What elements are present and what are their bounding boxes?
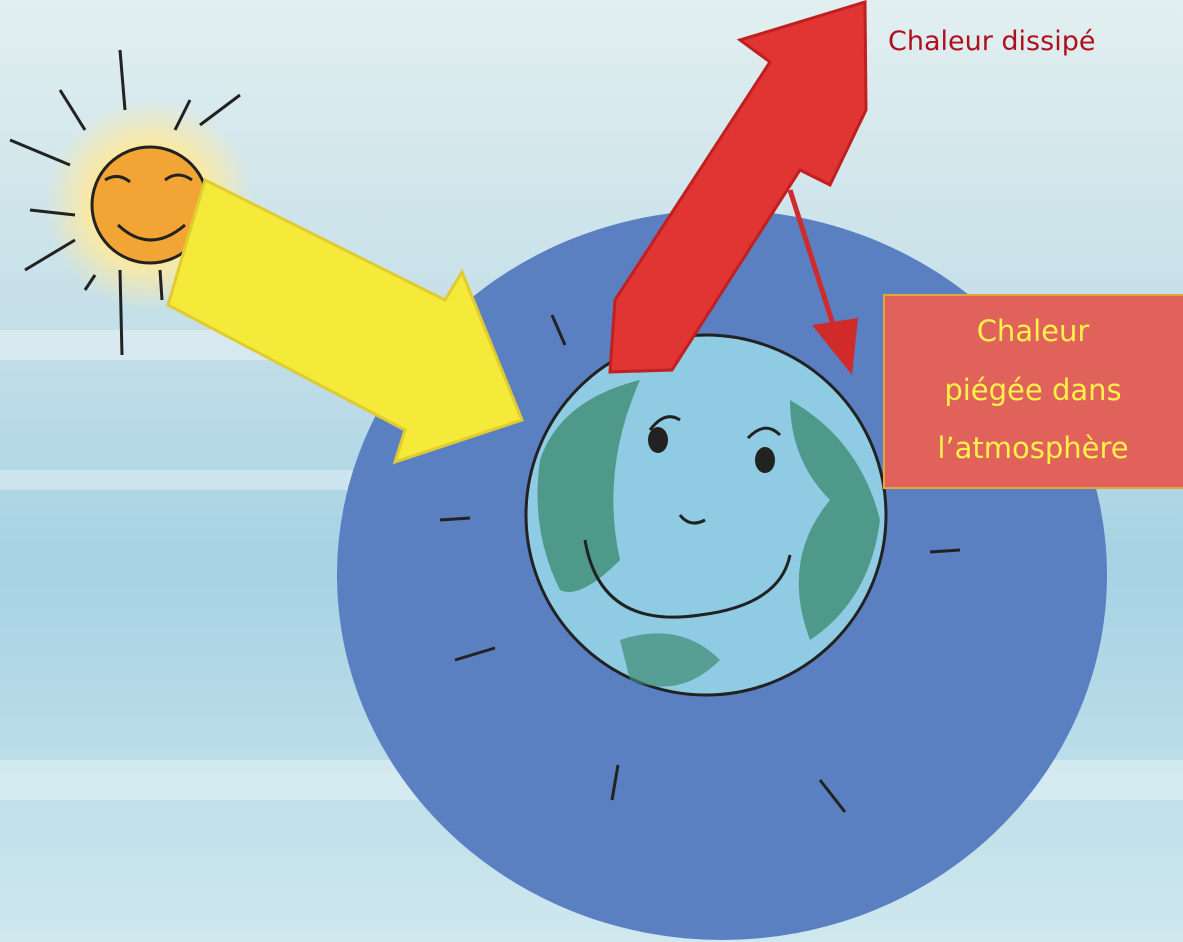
- trapped-heat-label: Chaleur: [977, 314, 1090, 348]
- trapped-heat-label: l’atmosphère: [937, 431, 1128, 465]
- escaped-heat-label: Chaleur dissipé: [888, 26, 1095, 57]
- trapped-heat-label: piégée dans: [944, 373, 1121, 407]
- earth: [526, 335, 886, 695]
- illustration: Chaleur dissipé Chaleur piégée dans l’at…: [0, 0, 1183, 942]
